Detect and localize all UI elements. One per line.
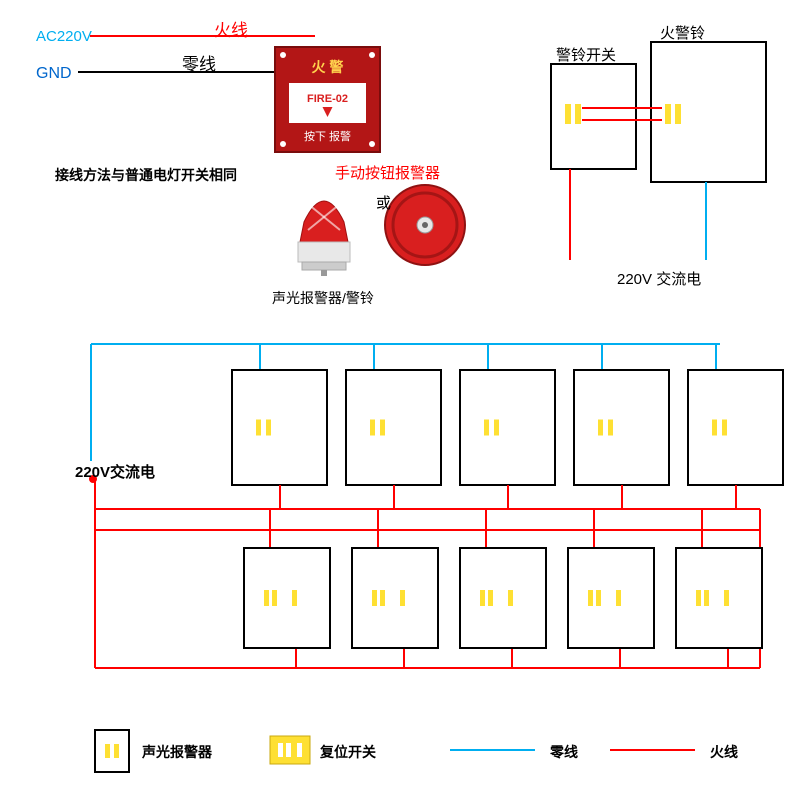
label-ac220v: AC220V (36, 28, 92, 45)
svg-text:按下 报警: 按下 报警 (304, 129, 351, 143)
label-ac220_l: 220V交流电 (75, 461, 155, 482)
label-or: 或 (376, 192, 391, 213)
label-manualbtn: 手动按钮报警器 (335, 162, 440, 183)
label-leg_reset: 复位开关 (320, 742, 376, 762)
label-firebell: 火警铃 (660, 22, 705, 43)
label-ac220_r: 220V 交流电 (617, 268, 701, 289)
svg-text:火 警: 火 警 (312, 59, 344, 75)
label-live: 火线 (214, 16, 248, 41)
label-leg_live: 火线 (710, 742, 738, 762)
label-neutral: 零线 (182, 50, 216, 75)
label-gnd: GND (36, 65, 72, 83)
diagram-canvas: 火 警 FIRE-02 按下 报警 (0, 0, 812, 812)
label-leg_beacon: 声光报警器 (142, 742, 212, 762)
label-switch: 警铃开关 (556, 44, 616, 65)
label-wiringnote: 接线方法与普通电灯开关相同 (55, 165, 237, 185)
svg-text:FIRE-02: FIRE-02 (307, 93, 348, 105)
label-leg_neutral: 零线 (550, 742, 578, 762)
label-beacon: 声光报警器/警铃 (272, 288, 374, 308)
